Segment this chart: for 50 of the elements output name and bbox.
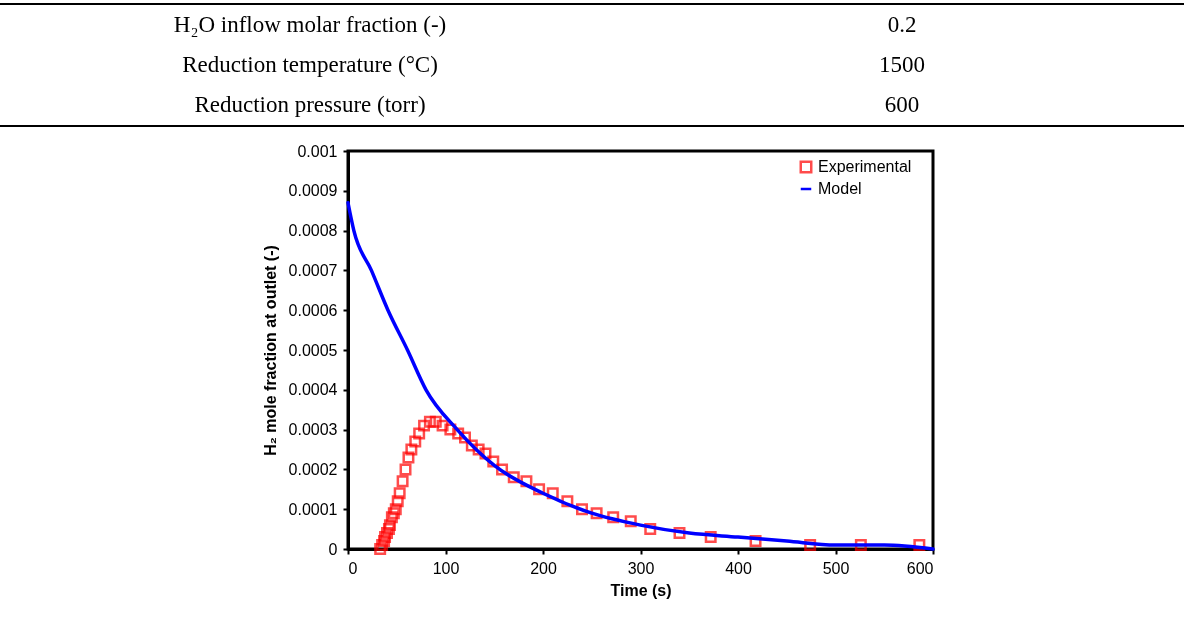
point bbox=[399, 463, 412, 476]
text: Reduction pressure (torr) bbox=[193, 91, 427, 119]
point bbox=[396, 475, 409, 488]
text: 1500 bbox=[878, 51, 926, 79]
point bbox=[393, 487, 406, 500]
point bbox=[379, 531, 392, 544]
point bbox=[429, 415, 442, 428]
point bbox=[381, 527, 393, 540]
point bbox=[418, 419, 431, 432]
point bbox=[391, 495, 404, 508]
point bbox=[413, 427, 426, 440]
x-tick-label: 600 bbox=[906, 559, 934, 577]
point bbox=[389, 503, 402, 516]
point bbox=[385, 511, 398, 524]
y-tick-label: 0.0009 bbox=[288, 182, 338, 200]
y-axis-title: H₂ mole fraction at outlet (-) bbox=[261, 245, 279, 456]
text: 0.2 bbox=[886, 11, 918, 39]
point bbox=[376, 539, 389, 552]
x-tick-label: 100 bbox=[432, 559, 460, 577]
y-tick-label: 0.0002 bbox=[288, 460, 338, 478]
x-tick-label: 200 bbox=[530, 559, 557, 577]
y-tick-label: 0.0007 bbox=[288, 261, 338, 279]
point bbox=[405, 443, 418, 456]
point bbox=[374, 543, 387, 555]
x-tick-label: 0 bbox=[348, 559, 358, 577]
text: Reduction temperature (°C) bbox=[181, 51, 439, 79]
y-tick-label: 0.0004 bbox=[288, 381, 338, 399]
legend-label: Model bbox=[818, 180, 862, 197]
y-tick-label: 0.0005 bbox=[288, 341, 338, 359]
y-tick-label: 0.001 bbox=[297, 142, 338, 160]
point bbox=[402, 451, 415, 464]
legend-label: Experimental bbox=[818, 158, 912, 175]
text: H₂O inflow molar fraction (-) bbox=[172, 11, 448, 39]
x-tick-label: 300 bbox=[627, 559, 655, 577]
y-tick-label: 0.0006 bbox=[288, 301, 338, 319]
y-tick-label: 0 bbox=[328, 540, 338, 558]
y-tick-label: 0.0003 bbox=[288, 421, 338, 439]
x-tick-label: 400 bbox=[725, 559, 752, 577]
point bbox=[382, 523, 395, 536]
point bbox=[378, 535, 391, 548]
text: 600 bbox=[883, 91, 921, 119]
y-tick-label: 0.0008 bbox=[288, 222, 338, 240]
x-axis-title: Time (s) bbox=[610, 581, 672, 599]
point bbox=[383, 519, 396, 532]
point bbox=[387, 507, 400, 520]
x-tick-label: 500 bbox=[822, 559, 850, 577]
y-tick-label: 0.0001 bbox=[288, 500, 338, 518]
point bbox=[409, 435, 422, 448]
point bbox=[436, 419, 449, 432]
point bbox=[423, 415, 436, 428]
